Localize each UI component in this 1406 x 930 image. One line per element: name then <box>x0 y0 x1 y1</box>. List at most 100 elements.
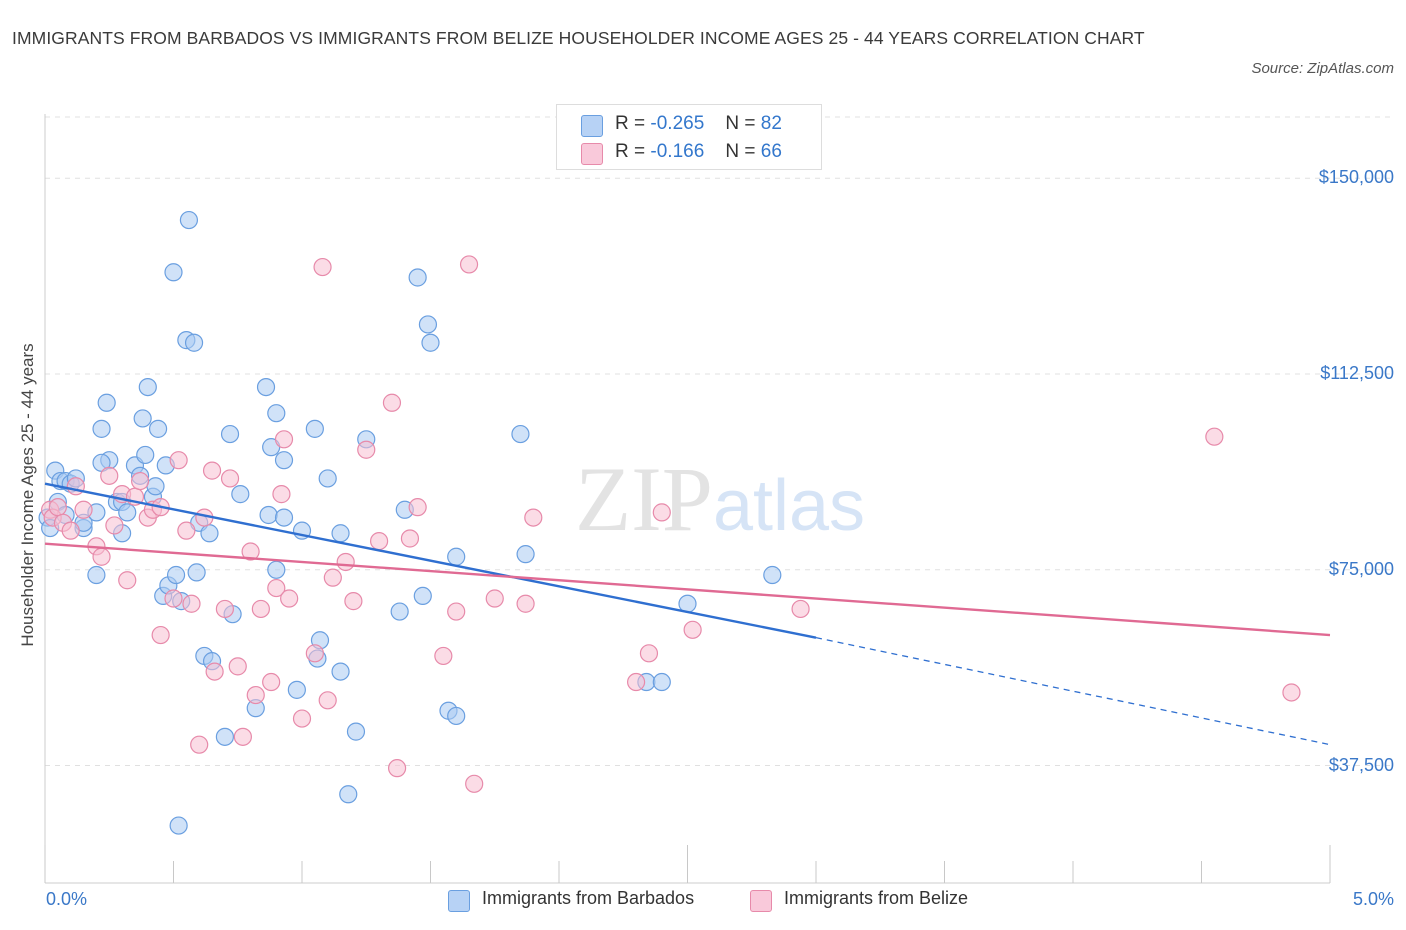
point-belize <box>105 516 124 535</box>
legend-r-value-barbados: -0.265 <box>650 113 705 134</box>
point-belize <box>202 461 222 480</box>
y-tick-label: $150,000 <box>1318 167 1394 188</box>
point-belize <box>408 498 427 517</box>
point-belize <box>251 599 270 619</box>
point-barbados <box>267 560 286 579</box>
point-belize <box>382 393 402 412</box>
legend-r-value-belize: -0.166 <box>650 141 705 162</box>
point-barbados <box>305 419 324 438</box>
point-belize <box>169 451 188 470</box>
y-tick-label: $112,500 <box>1320 363 1394 384</box>
legend-swatch-belize <box>581 143 603 165</box>
point-barbados <box>169 816 188 835</box>
watermark: ZIPatlas <box>575 448 865 550</box>
point-belize <box>524 508 543 527</box>
point-belize <box>465 774 484 793</box>
point-barbados <box>763 565 782 585</box>
point-barbados <box>418 315 438 334</box>
point-barbados <box>215 727 234 746</box>
point-belize <box>177 521 196 540</box>
point-barbados <box>516 545 535 564</box>
point-belize <box>626 672 646 692</box>
point-belize <box>274 430 294 449</box>
point-barbados <box>339 785 358 804</box>
legend-n-label: N = <box>725 141 756 162</box>
axes <box>44 114 1331 884</box>
point-barbados <box>184 333 204 352</box>
point-barbados <box>267 404 286 423</box>
point-barbados <box>511 424 530 444</box>
legend-swatch-barbados <box>581 115 603 137</box>
legend-r-label: R = <box>615 141 646 162</box>
point-belize <box>516 594 535 613</box>
gridlines <box>45 116 1390 767</box>
point-belize <box>100 466 119 485</box>
point-belize <box>118 571 137 590</box>
point-belize <box>318 691 337 710</box>
point-barbados <box>138 378 157 397</box>
point-barbados <box>256 378 276 397</box>
point-barbados <box>166 565 186 585</box>
point-belize <box>344 592 363 611</box>
point-belize <box>683 620 702 639</box>
point-barbados <box>331 662 350 681</box>
point-barbados <box>231 485 250 504</box>
y-tick-label: $37,500 <box>1328 754 1394 775</box>
legend-r-label: R = <box>615 113 646 134</box>
point-belize <box>387 759 407 778</box>
point-belize <box>336 552 355 572</box>
trend-line-belize <box>44 542 1331 637</box>
point-belize <box>130 471 150 491</box>
point-belize <box>447 602 466 621</box>
chart-source: Source: ZipAtlas.com <box>1251 60 1394 77</box>
trend-lines <box>44 482 1331 746</box>
point-barbados <box>200 524 219 543</box>
point-belize <box>205 662 224 681</box>
point-barbados <box>652 672 671 692</box>
point-belize <box>182 594 201 613</box>
point-barbados <box>331 524 350 543</box>
point-belize <box>267 578 286 598</box>
point-barbados <box>148 419 168 438</box>
point-belize <box>485 589 504 608</box>
data-points <box>38 210 1301 835</box>
point-barbados <box>133 409 152 428</box>
point-belize <box>400 529 420 548</box>
point-belize <box>220 469 240 488</box>
watermark-atlas: atlas <box>713 466 865 546</box>
point-barbados <box>318 469 337 488</box>
point-belize <box>791 599 810 619</box>
point-belize <box>262 672 281 692</box>
point-belize <box>164 589 183 608</box>
point-belize <box>370 531 389 551</box>
legend-n-value-barbados: 82 <box>760 113 782 134</box>
point-barbados <box>136 445 155 465</box>
point-barbados <box>92 419 111 438</box>
point-barbados <box>274 508 294 527</box>
series-label-belize: Immigrants from Belize <box>784 888 969 908</box>
point-belize <box>241 542 260 561</box>
x-tick-label-max: 5.0% <box>1352 889 1394 909</box>
point-barbados <box>220 424 240 444</box>
point-belize <box>459 255 479 274</box>
point-belize <box>228 657 247 676</box>
point-belize <box>305 644 324 663</box>
point-barbados <box>87 565 106 585</box>
point-barbados <box>390 602 409 621</box>
point-belize <box>190 735 209 754</box>
point-belize <box>151 625 170 645</box>
point-belize <box>246 685 265 705</box>
point-barbados <box>413 586 432 606</box>
point-belize <box>74 500 93 519</box>
legend-n-value-belize: 66 <box>760 141 782 162</box>
point-barbados <box>408 268 427 287</box>
point-barbados <box>179 210 199 230</box>
point-barbados <box>447 706 466 726</box>
point-belize <box>233 727 252 746</box>
point-belize <box>1205 427 1224 446</box>
point-belize <box>61 521 80 540</box>
point-barbados <box>118 503 137 522</box>
point-belize <box>434 646 453 666</box>
chart-title: IMMIGRANTS FROM BARBADOS VS IMMIGRANTS F… <box>12 28 1145 48</box>
